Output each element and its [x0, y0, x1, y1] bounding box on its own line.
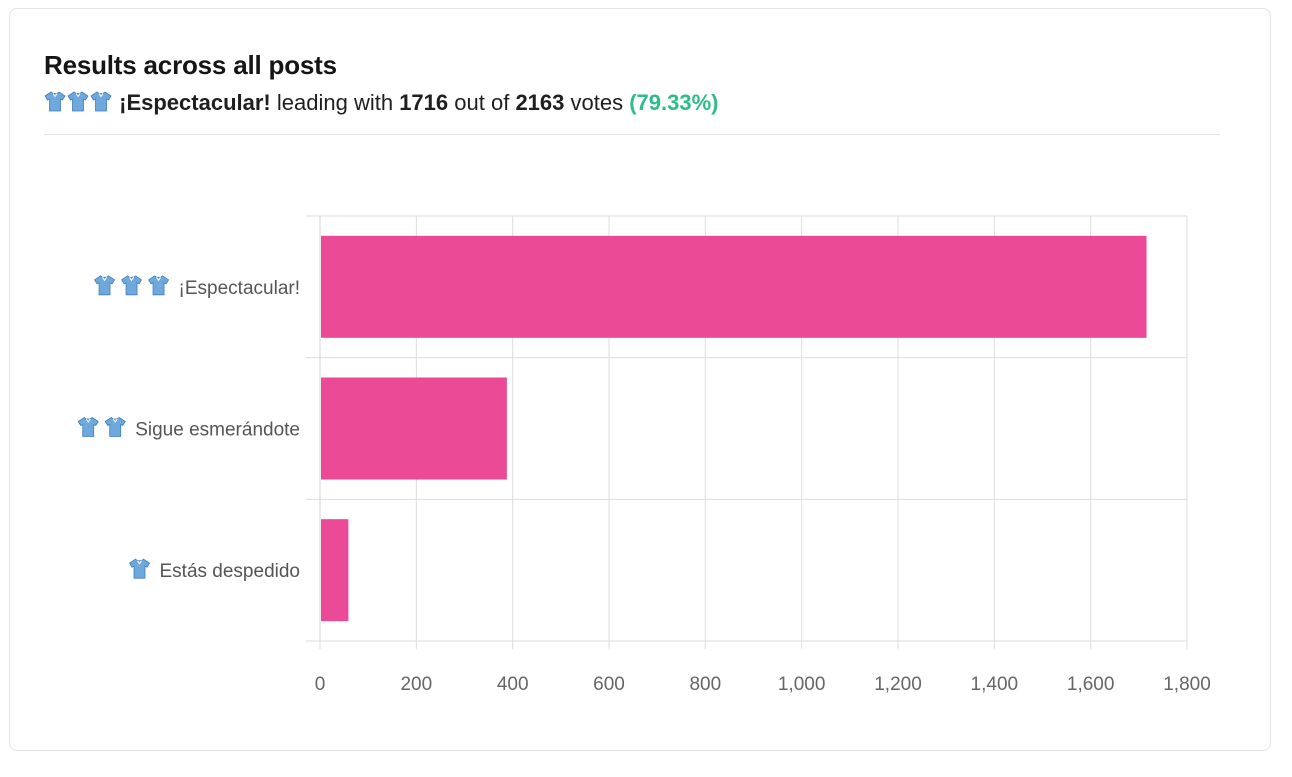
x-tick-label: 600	[593, 674, 625, 695]
shirt-icon	[148, 275, 170, 296]
x-tick-label: 1,200	[874, 674, 922, 695]
leader-votes: 1716	[399, 90, 449, 115]
votes-text: votes	[570, 90, 624, 115]
bar	[321, 377, 507, 480]
x-tick-label: 1,800	[1163, 674, 1211, 695]
total-votes: 2163	[515, 90, 565, 115]
x-tick-label: 0	[315, 674, 326, 695]
x-tick-label: 400	[497, 674, 529, 695]
x-tick-label: 800	[689, 674, 721, 695]
outof-text: out of	[454, 90, 510, 115]
results-summary: ¡Espectacular! leading with 1716 out of …	[44, 90, 719, 116]
leader-label: ¡Espectacular!	[119, 90, 271, 115]
leading-text: leading with	[276, 90, 394, 115]
shirt-icon	[44, 91, 66, 112]
leader-percent: (79.33%)	[629, 90, 719, 115]
shirt-icon	[104, 417, 126, 437]
shirt-icon	[94, 275, 116, 296]
shirt-icon	[128, 558, 151, 579]
results-title: Results across all posts	[44, 50, 337, 80]
shirt-icon	[67, 91, 89, 112]
category-label: ¡Espectacular!	[179, 278, 300, 299]
results-card	[9, 8, 1271, 751]
x-tick-label: 200	[400, 674, 432, 695]
bar	[321, 235, 1147, 338]
bar	[321, 519, 349, 622]
shirt-icon	[121, 275, 143, 296]
shirt-icon	[90, 91, 112, 112]
x-tick-label: 1,600	[1067, 674, 1115, 695]
x-tick-label: 1,000	[778, 674, 826, 695]
divider	[44, 134, 1220, 135]
category-label: Estás despedido	[160, 561, 301, 582]
leader-icons	[44, 90, 113, 115]
x-tick-label: 1,400	[971, 674, 1019, 695]
category-label: Sigue esmerándote	[135, 420, 300, 441]
shirt-icon	[77, 417, 99, 437]
